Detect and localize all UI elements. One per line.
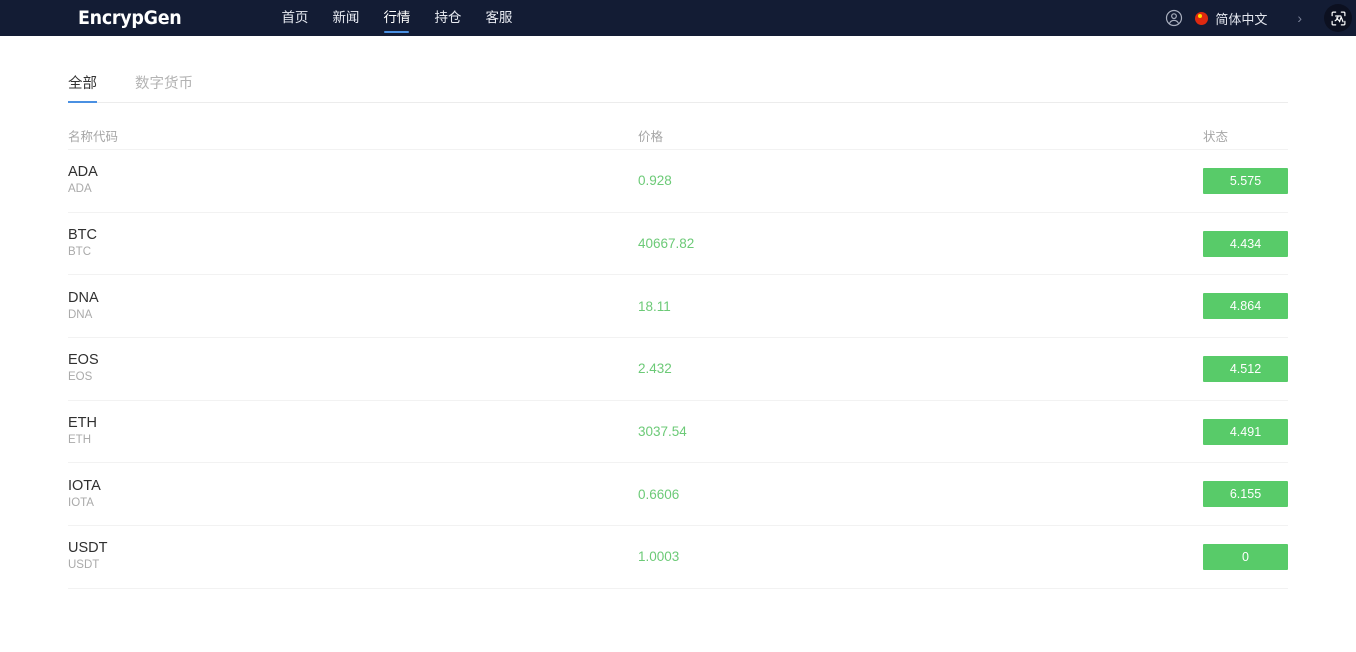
status-badge[interactable]: 5.575 (1203, 167, 1288, 194)
asset-code: ETH (68, 434, 91, 447)
cell-name: DNA DNA (68, 290, 638, 323)
table-row[interactable]: ADA ADA 0.928 5.575 (68, 150, 1288, 213)
table-row[interactable]: BTC BTC 40667.82 4.434 (68, 213, 1288, 276)
asset-code: USDT (68, 559, 100, 572)
category-tabs: 全部 数字货币 (68, 70, 1288, 103)
language-label: 简体中文 (1215, 11, 1268, 27)
china-flag-icon (1195, 11, 1209, 25)
asset-code: DNA (68, 308, 93, 321)
cell-price: 3037.54 (638, 424, 687, 440)
cell-name: ETH ETH (68, 415, 638, 448)
asset-code: ADA (68, 183, 92, 196)
nav-item-news[interactable]: 新闻 (332, 10, 360, 25)
top-header: EncrypGen 首页 新闻 行情 持仓 客服 简体中文 › (0, 0, 1356, 36)
tab-digital-currency[interactable]: 数字货币 (135, 76, 193, 92)
cell-name: IOTA IOTA (68, 478, 638, 511)
column-header-status: 状态 (1203, 129, 1229, 144)
header-right-controls: 简体中文 › (1165, 0, 1356, 36)
cell-price: 40667.82 (638, 236, 695, 252)
status-badge[interactable]: 4.864 (1203, 293, 1288, 320)
tab-all[interactable]: 全部 (68, 72, 97, 103)
cell-name: USDT USDT (68, 540, 638, 573)
cell-status: 4.434 (1203, 230, 1288, 257)
nav-item-home[interactable]: 首页 (281, 10, 309, 25)
asset-name: ADA (68, 164, 98, 181)
market-table: 名称代码 价格 状态 ADA ADA 0.928 5.575 BTC BTC 40667.8… (68, 121, 1288, 589)
table-row[interactable]: USDT USDT 1.0003 0 (68, 526, 1288, 589)
brand-logo[interactable]: EncrypGen (78, 7, 182, 29)
cell-name: BTC BTC (68, 227, 638, 260)
asset-code: BTC (68, 246, 91, 259)
table-body: ADA ADA 0.928 5.575 BTC BTC 40667.82 4.434 DNA DN… (68, 150, 1288, 589)
chevron-right-icon[interactable]: › (1297, 10, 1302, 26)
cell-status: 4.491 (1203, 418, 1288, 445)
cell-status: 4.512 (1203, 355, 1288, 382)
asset-code: IOTA (68, 496, 94, 509)
cell-status: 5.575 (1203, 167, 1288, 194)
nav-item-support[interactable]: 客服 (485, 10, 513, 25)
asset-name: BTC (68, 227, 97, 244)
table-row[interactable]: ETH ETH 3037.54 4.491 (68, 401, 1288, 464)
user-circle-icon[interactable] (1165, 9, 1183, 27)
status-badge[interactable]: 6.155 (1203, 481, 1288, 508)
cell-name: ADA ADA (68, 164, 638, 197)
main-content: 全部 数字货币 名称代码 价格 状态 ADA ADA 0.928 5.575 BTC BT… (68, 36, 1288, 589)
status-badge[interactable]: 0 (1203, 543, 1288, 570)
main-navigation: 首页 新闻 行情 持仓 客服 (281, 0, 536, 36)
table-row[interactable]: DNA DNA 18.11 4.864 (68, 275, 1288, 339)
column-header-price: 价格 (638, 129, 664, 144)
asset-name: ETH (68, 415, 97, 432)
status-badge[interactable]: 4.512 (1203, 355, 1288, 382)
asset-name: DNA (68, 289, 99, 306)
cell-status: 0 (1203, 543, 1288, 570)
nav-item-market[interactable]: 行情 (383, 0, 410, 36)
asset-name: IOTA (68, 477, 101, 494)
cell-status: 4.864 (1203, 293, 1288, 320)
cell-name: EOS EOS (68, 352, 638, 385)
cell-status: 6.155 (1203, 481, 1288, 508)
cell-price: 1.0003 (638, 549, 680, 565)
asset-name: EOS (68, 352, 99, 369)
status-badge[interactable]: 4.434 (1203, 230, 1288, 257)
cell-price: 0.6606 (638, 486, 680, 502)
cell-price: 18.11 (638, 298, 671, 314)
table-row[interactable]: IOTA IOTA 0.6606 6.155 (68, 463, 1288, 527)
nav-item-holdings[interactable]: 持仓 (434, 10, 462, 25)
table-row[interactable]: EOS EOS 2.432 4.512 (68, 338, 1288, 401)
column-header-name: 名称代码 (68, 129, 119, 144)
scan-translate-button[interactable] (1324, 4, 1352, 32)
language-selector[interactable]: 简体中文 (1195, 9, 1267, 28)
asset-code: EOS (68, 371, 93, 384)
asset-name: USDT (68, 540, 108, 557)
scan-translate-icon (1331, 11, 1345, 25)
status-badge[interactable]: 4.491 (1203, 418, 1288, 445)
cell-price: 0.928 (638, 173, 672, 189)
cell-price: 2.432 (638, 361, 672, 377)
table-header-row: 名称代码 价格 状态 (68, 121, 1288, 150)
